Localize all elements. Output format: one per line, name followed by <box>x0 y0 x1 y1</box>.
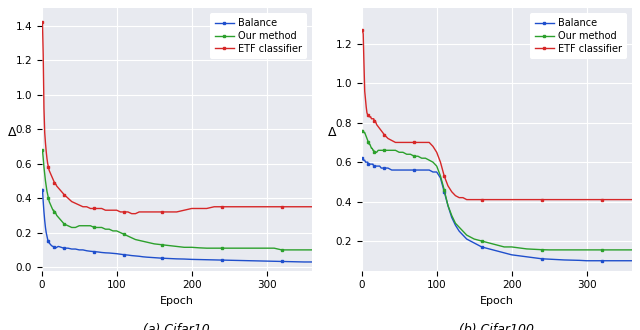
Our method <box>369 147 376 150</box>
Balance <box>116 252 124 256</box>
Our method <box>545 248 553 252</box>
Line: ETF classifier: ETF classifier <box>41 21 313 215</box>
Our method <box>628 248 636 252</box>
Our method <box>278 248 285 252</box>
ETF classifier <box>300 205 308 209</box>
ETF classifier <box>379 131 387 135</box>
ETF classifier <box>49 176 56 180</box>
ETF classifier <box>378 129 385 133</box>
ETF classifier <box>116 210 124 214</box>
Our method <box>308 248 316 252</box>
Balance <box>293 260 301 264</box>
Our method <box>42 184 50 188</box>
Legend: Balance, Our method, ETF classifier: Balance, Our method, ETF classifier <box>210 13 307 59</box>
Balance <box>378 166 385 170</box>
ETF classifier <box>358 28 366 32</box>
Our method <box>358 129 366 133</box>
ETF classifier <box>38 20 46 24</box>
Balance <box>628 259 636 263</box>
Our method <box>300 248 308 252</box>
Our method <box>58 218 65 222</box>
Our method <box>378 148 385 152</box>
Balance <box>59 246 67 250</box>
Balance <box>362 160 370 164</box>
ETF classifier <box>463 198 470 202</box>
Balance <box>58 245 65 249</box>
Balance <box>358 156 366 160</box>
ETF classifier <box>58 189 65 193</box>
Line: Our method: Our method <box>41 148 313 251</box>
Text: (b) Cifar100: (b) Cifar100 <box>459 323 534 330</box>
Balance <box>300 260 308 264</box>
Our method <box>116 231 124 235</box>
Balance <box>308 260 316 264</box>
Y-axis label: Δ: Δ <box>8 126 17 140</box>
Balance <box>42 231 50 235</box>
Our method <box>379 148 387 152</box>
X-axis label: Epoch: Epoch <box>480 296 514 306</box>
ETF classifier <box>42 149 50 153</box>
ETF classifier <box>620 198 628 202</box>
Line: Our method: Our method <box>361 129 633 251</box>
ETF classifier <box>628 198 636 202</box>
Balance <box>369 162 376 166</box>
Balance <box>379 166 387 170</box>
Balance <box>620 259 628 263</box>
ETF classifier <box>308 205 316 209</box>
ETF classifier <box>128 212 136 215</box>
ETF classifier <box>362 105 370 109</box>
Balance <box>49 244 56 248</box>
Balance <box>583 259 591 263</box>
Line: Balance: Balance <box>361 157 633 262</box>
Line: ETF classifier: ETF classifier <box>361 29 633 201</box>
Our method <box>620 248 628 252</box>
ETF classifier <box>436 160 444 164</box>
Y-axis label: Δ: Δ <box>328 126 337 140</box>
Our method <box>59 220 67 224</box>
Our method <box>38 148 46 152</box>
Balance <box>436 176 444 180</box>
X-axis label: Epoch: Epoch <box>160 296 194 306</box>
Line: Balance: Balance <box>41 188 313 263</box>
Our method <box>436 174 444 178</box>
Our method <box>49 207 56 211</box>
Balance <box>38 187 46 191</box>
Our method <box>362 135 370 139</box>
Text: (a) Cifar10: (a) Cifar10 <box>143 323 210 330</box>
ETF classifier <box>59 191 67 195</box>
Legend: Balance, Our method, ETF classifier: Balance, Our method, ETF classifier <box>530 13 627 59</box>
ETF classifier <box>369 117 376 121</box>
